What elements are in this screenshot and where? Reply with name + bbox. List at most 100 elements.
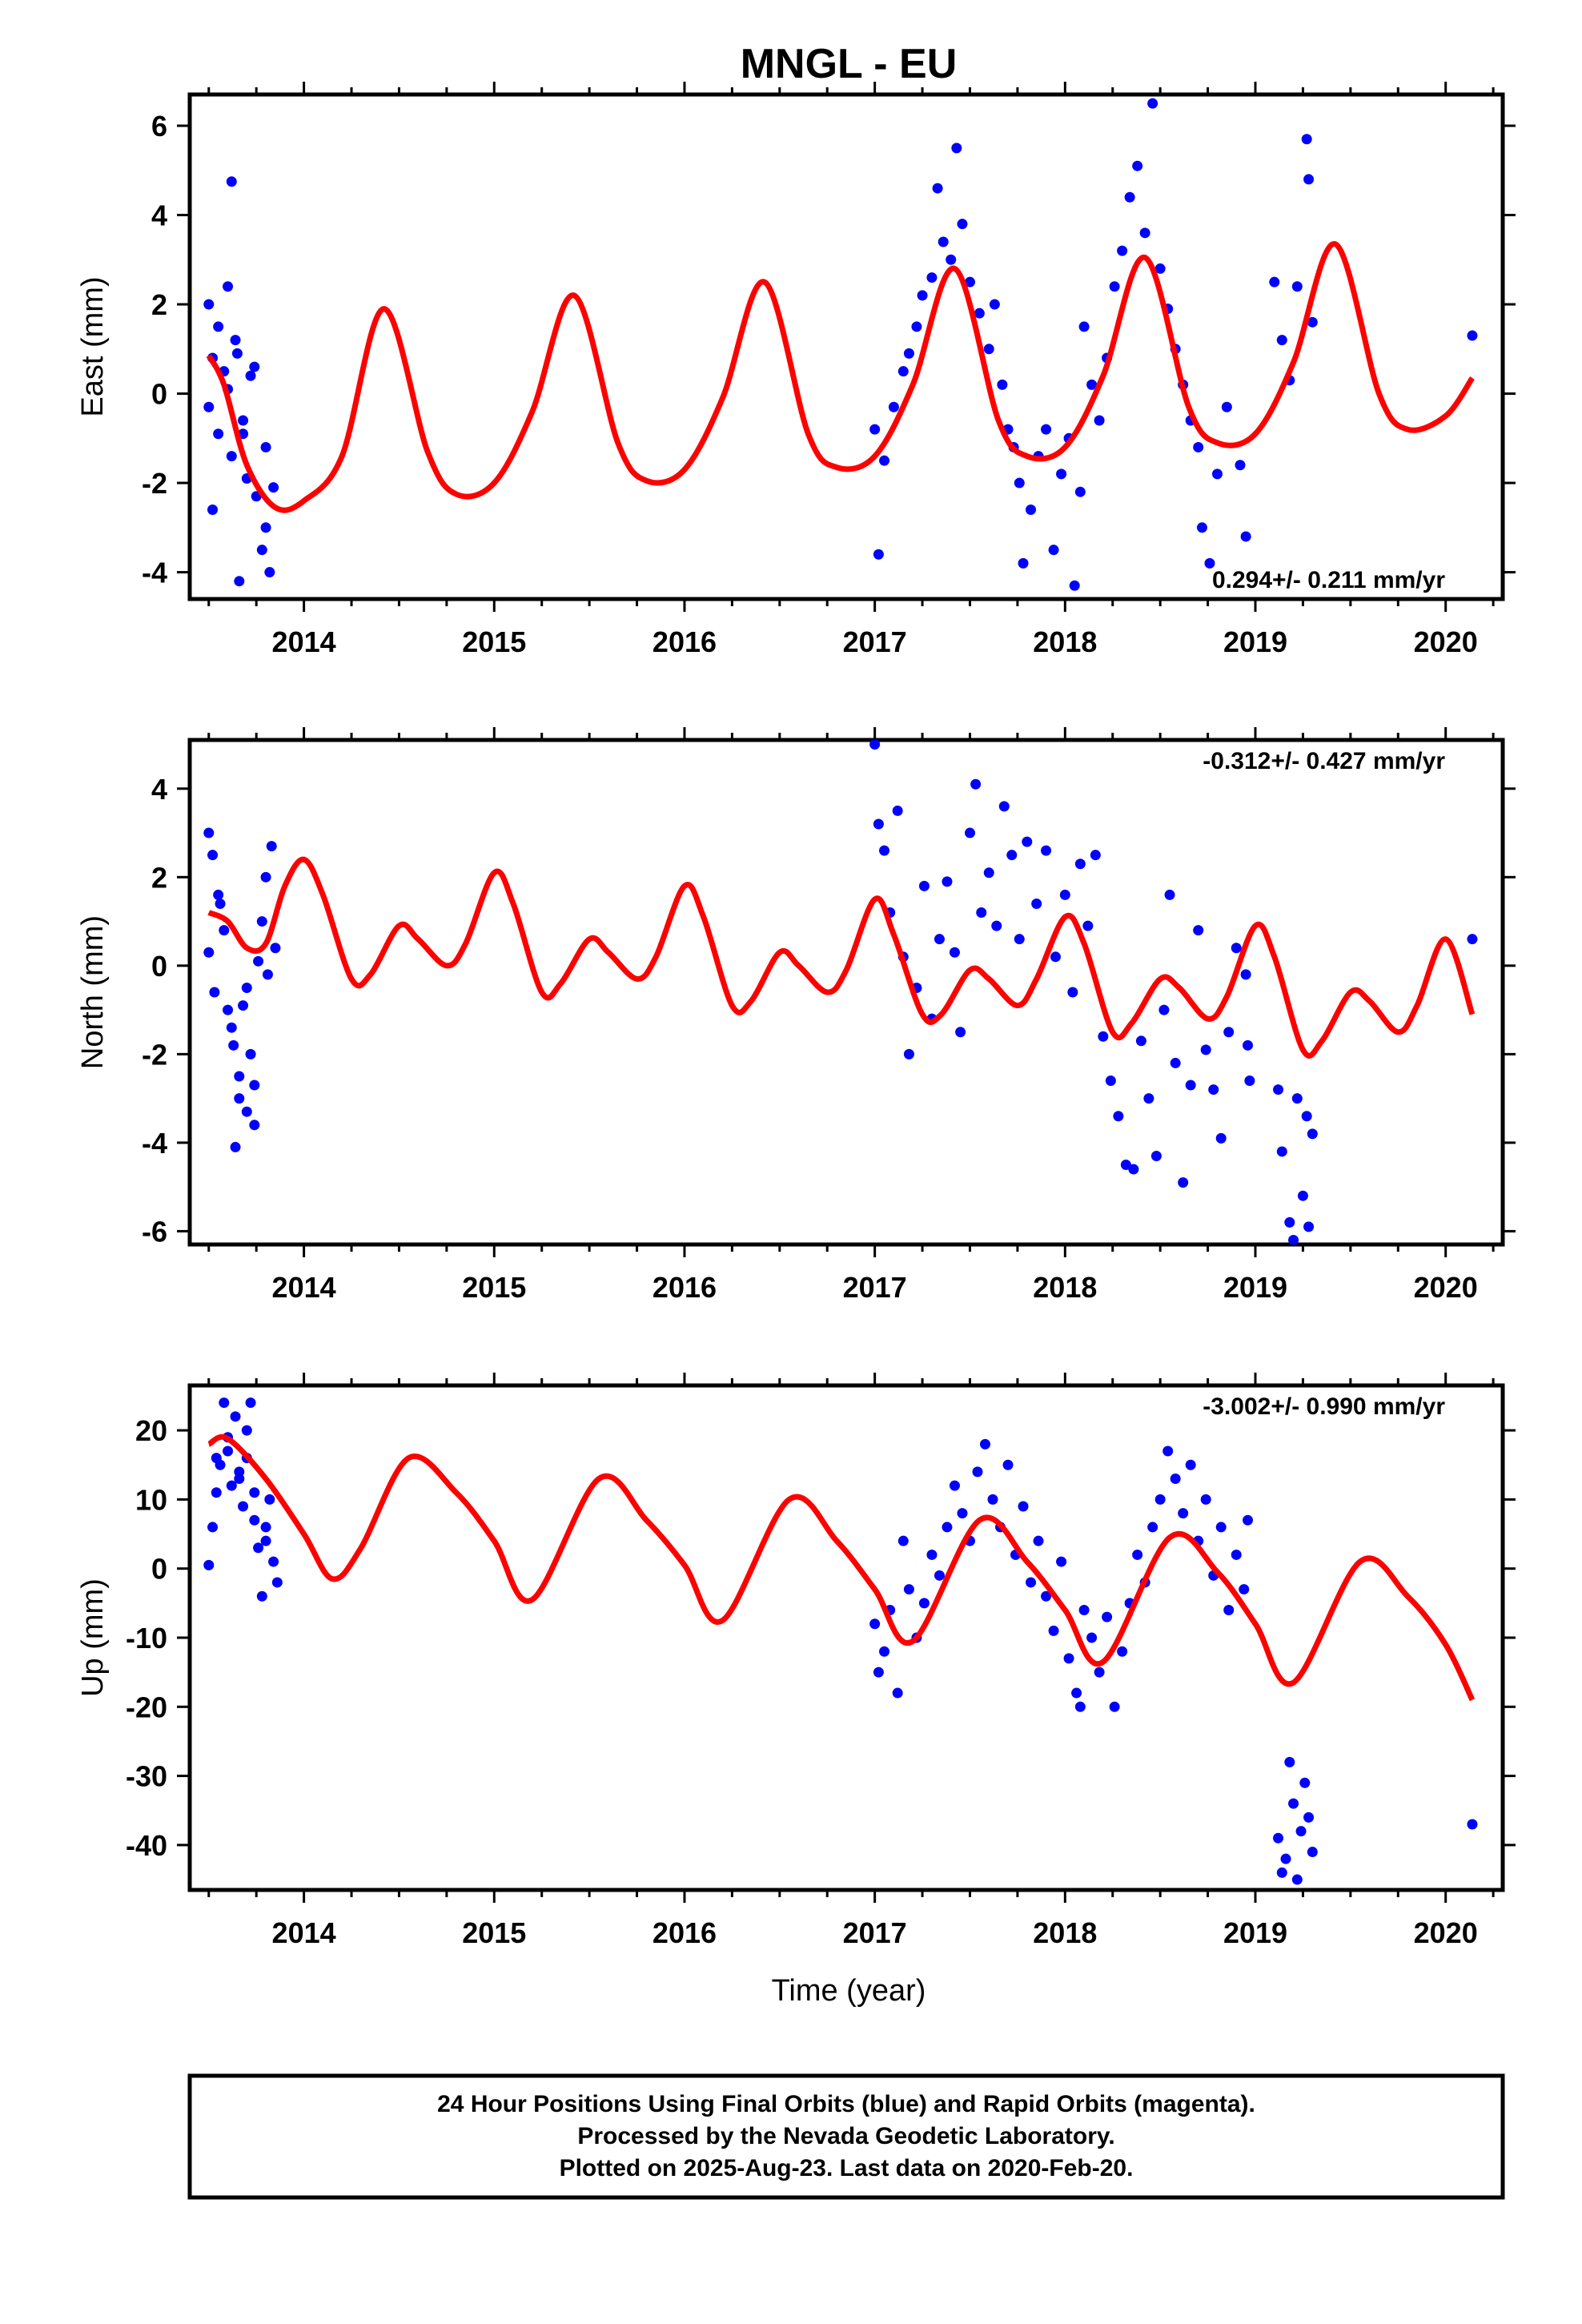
north-panel: -6 -4 -2 0 2 4 2014 2015 2016 2017 2018 2019 2020 Nor… — [76, 727, 1516, 1304]
east-data-point — [1056, 468, 1067, 480]
east-x-tick-label: 2015 — [462, 625, 526, 658]
north-y-axis-label: North (mm) — [76, 915, 110, 1069]
up-x-tick-label: 2019 — [1223, 1916, 1287, 1949]
up-data-point — [980, 1438, 991, 1449]
east-data-point — [917, 290, 928, 301]
up-data-point — [234, 1474, 245, 1485]
up-data-point — [1307, 1847, 1318, 1858]
up-data-point — [245, 1397, 256, 1409]
up-data-point — [260, 1522, 271, 1533]
footer-line-3: Plotted on 2025-Aug-23. Last data on 202… — [560, 2155, 1134, 2181]
east-data-point — [1196, 522, 1207, 533]
north-data-point — [1223, 1027, 1235, 1038]
north-data-point — [1031, 898, 1042, 909]
north-x-tick-label: 2018 — [1033, 1271, 1097, 1304]
north-data-point — [253, 955, 264, 967]
north-fit-line — [207, 856, 1476, 1059]
up-data-point — [1288, 1798, 1299, 1809]
north-data-point — [256, 916, 267, 927]
north-data-point — [949, 947, 960, 958]
up-y-tick-label: 20 — [135, 1414, 167, 1447]
east-data-point — [903, 348, 914, 359]
up-data-point — [1018, 1501, 1029, 1512]
north-data-point — [245, 1048, 256, 1059]
east-plot-frame — [187, 92, 1505, 601]
up-data-point — [1086, 1632, 1098, 1643]
up-data-point — [1071, 1687, 1082, 1699]
east-data-point — [1303, 174, 1315, 185]
north-data-point — [1291, 1093, 1303, 1104]
east-data-points — [203, 98, 1478, 591]
up-data-point — [1147, 1522, 1158, 1533]
east-data-point — [1240, 531, 1251, 542]
east-data-point — [932, 183, 943, 194]
east-data-point — [213, 321, 224, 332]
north-data-point — [1307, 1128, 1318, 1140]
north-x-tick-label: 2020 — [1414, 1271, 1478, 1304]
east-data-point — [1117, 245, 1128, 256]
up-data-point — [1102, 1611, 1113, 1622]
up-data-point — [226, 1480, 237, 1491]
up-data-point — [1295, 1826, 1307, 1837]
up-data-point — [1078, 1604, 1090, 1615]
east-data-point — [873, 549, 884, 560]
north-x-tick-label: 2016 — [652, 1271, 717, 1304]
east-data-point — [1154, 263, 1166, 274]
east-data-point — [1235, 460, 1246, 471]
north-data-point — [991, 920, 1002, 931]
north-data-point — [1128, 1164, 1139, 1175]
east-data-point — [1301, 134, 1312, 145]
up-data-point — [1231, 1549, 1242, 1560]
east-data-point — [203, 401, 215, 412]
north-x-tick-label: 2014 — [272, 1271, 336, 1304]
up-fit-line — [207, 1433, 1476, 1702]
east-panel: -4 -2 0 2 4 6 2014 2015 2016 2017 2018 2019 2020 East… — [76, 82, 1516, 658]
north-data-point — [1150, 1150, 1162, 1161]
north-y-tick-label: 2 — [151, 861, 167, 894]
north-data-point — [998, 801, 1010, 812]
up-data-point — [1303, 1811, 1315, 1823]
east-data-point — [230, 335, 241, 346]
up-data-point — [1273, 1832, 1284, 1844]
up-data-point — [1094, 1667, 1105, 1678]
up-data-point — [934, 1570, 945, 1581]
up-data-point — [1048, 1625, 1059, 1636]
north-data-point — [234, 1071, 245, 1082]
east-y-axis-label: East (mm) — [76, 276, 110, 416]
up-data-point — [238, 1501, 249, 1512]
east-data-point — [1467, 330, 1478, 341]
up-x-tick-label: 2016 — [652, 1916, 717, 1949]
north-data-point — [879, 845, 890, 856]
north-data-point — [1178, 1177, 1189, 1188]
east-data-point — [256, 545, 267, 556]
north-data-point — [1041, 845, 1052, 856]
up-y-tick-label: -30 — [126, 1760, 167, 1793]
east-data-point — [268, 482, 279, 493]
east-x-tick-label: 2020 — [1414, 625, 1478, 658]
up-data-point — [1033, 1535, 1044, 1546]
up-y-tick-label: -10 — [126, 1622, 167, 1655]
up-rate-label: -3.002+/- 0.990 mm/yr — [1203, 1393, 1445, 1420]
north-data-point — [209, 987, 220, 998]
up-data-point — [1239, 1584, 1250, 1595]
north-data-point — [203, 947, 215, 958]
up-panel: -40 -30 -20 -10 0 10 20 2014 2015 2016 2017 2018 201… — [76, 1373, 1516, 1949]
north-data-point — [1014, 934, 1025, 945]
north-data-point — [260, 871, 271, 883]
east-x-tick-label: 2018 — [1033, 625, 1097, 658]
north-data-point — [892, 805, 903, 816]
north-data-point — [1164, 889, 1175, 900]
up-data-point — [249, 1514, 260, 1526]
east-data-point — [1094, 415, 1105, 426]
east-data-point — [1109, 281, 1120, 292]
north-data-point — [1090, 850, 1101, 861]
up-y-tick-label: -40 — [126, 1829, 167, 1862]
up-data-point — [918, 1598, 930, 1609]
east-data-point — [1211, 468, 1223, 480]
north-data-point — [934, 934, 945, 945]
east-data-point — [911, 321, 922, 332]
north-data-point — [203, 827, 215, 838]
up-data-point — [1063, 1653, 1074, 1664]
north-data-point — [266, 841, 277, 852]
